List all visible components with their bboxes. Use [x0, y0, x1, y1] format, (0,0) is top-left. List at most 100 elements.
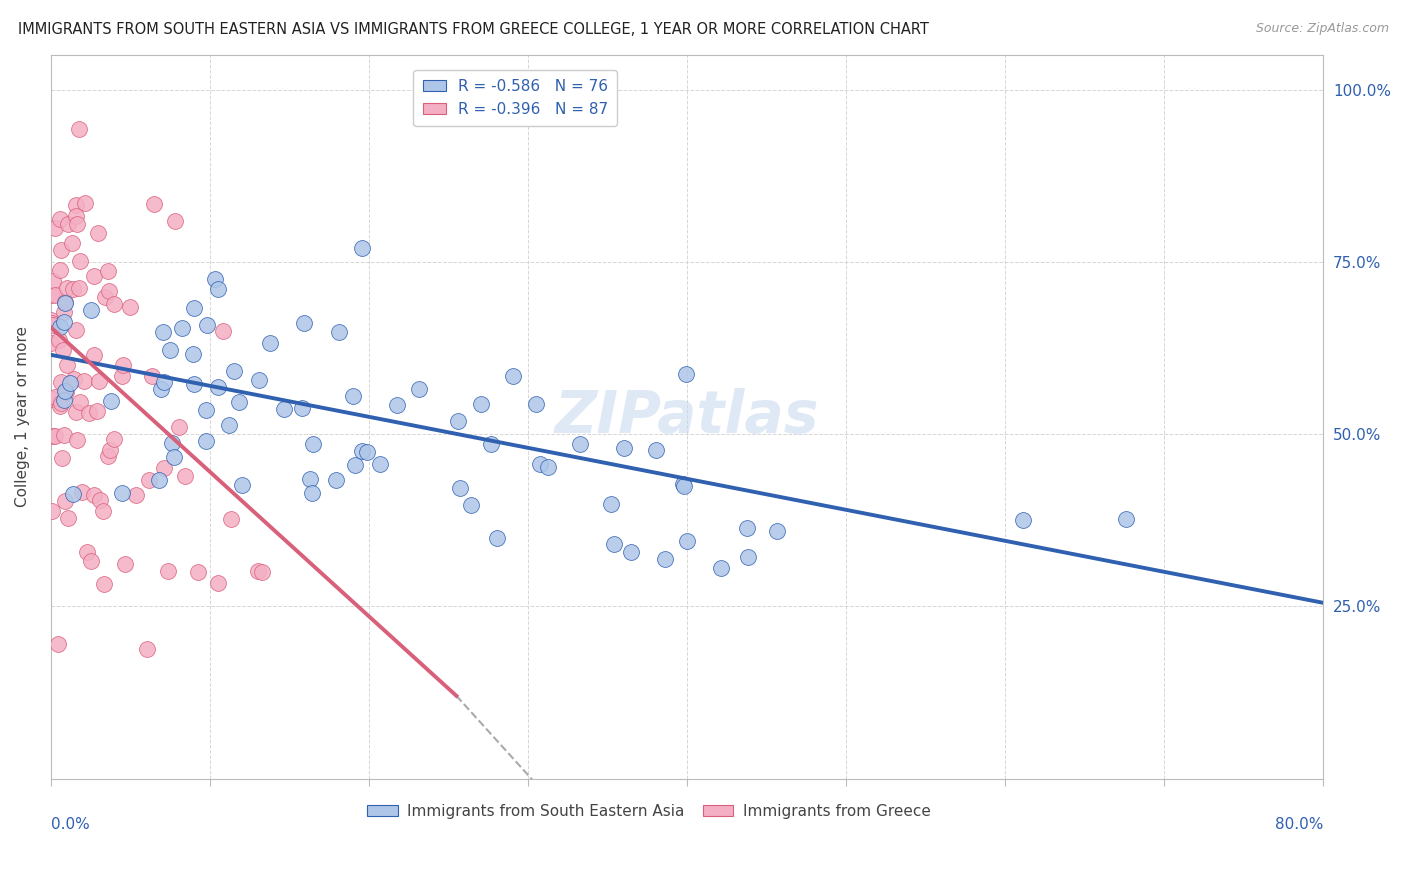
Point	[218, 417, 240, 432]
Point	[194, 434, 217, 448]
Point	[212, 324, 235, 338]
Point	[1011, 513, 1033, 527]
Point	[204, 272, 226, 286]
Point	[42, 392, 65, 407]
Point	[153, 375, 176, 389]
Point	[449, 481, 471, 495]
Point	[156, 564, 179, 578]
Point	[98, 284, 121, 298]
Point	[183, 301, 205, 315]
Point	[645, 442, 668, 457]
Point	[120, 300, 142, 314]
Point	[46, 637, 69, 651]
Point	[111, 486, 134, 500]
Point	[41, 428, 63, 442]
Point	[111, 369, 134, 384]
Point	[408, 382, 430, 396]
Point	[537, 459, 560, 474]
Point	[195, 402, 218, 417]
Point	[49, 396, 72, 410]
Point	[502, 369, 524, 384]
Point	[460, 498, 482, 512]
Point	[51, 243, 73, 257]
Point	[136, 642, 159, 657]
Point	[44, 390, 66, 404]
Text: Source: ZipAtlas.com: Source: ZipAtlas.com	[1256, 22, 1389, 36]
Point	[42, 318, 65, 332]
Point	[97, 264, 120, 278]
Point	[342, 389, 364, 403]
Point	[63, 372, 86, 386]
Point	[39, 312, 62, 326]
Point	[53, 304, 76, 318]
Point	[600, 497, 623, 511]
Y-axis label: College, 1 year or more: College, 1 year or more	[15, 326, 30, 508]
Point	[73, 196, 96, 211]
Point	[48, 333, 70, 347]
Point	[246, 564, 269, 578]
Point	[80, 554, 103, 568]
Point	[152, 461, 174, 475]
Point	[765, 524, 787, 538]
Point	[83, 348, 105, 362]
Point	[65, 210, 87, 224]
Point	[114, 558, 136, 572]
Point	[49, 399, 72, 413]
Point	[76, 545, 98, 559]
Point	[292, 316, 315, 330]
Point	[87, 226, 110, 240]
Legend: Immigrants from South Eastern Asia, Immigrants from Greece: Immigrants from South Eastern Asia, Immi…	[361, 798, 936, 825]
Point	[41, 504, 63, 518]
Point	[470, 397, 492, 411]
Point	[69, 395, 91, 409]
Point	[77, 406, 100, 420]
Point	[67, 280, 90, 294]
Point	[167, 420, 190, 434]
Point	[325, 474, 347, 488]
Point	[62, 487, 84, 501]
Point	[328, 325, 350, 339]
Point	[524, 397, 547, 411]
Point	[344, 458, 367, 472]
Point	[181, 346, 204, 360]
Point	[67, 122, 90, 136]
Point	[224, 364, 246, 378]
Point	[207, 380, 229, 394]
Point	[675, 534, 697, 549]
Point	[89, 374, 111, 388]
Point	[170, 321, 193, 335]
Point	[603, 536, 626, 550]
Point	[619, 545, 641, 559]
Point	[207, 576, 229, 591]
Point	[387, 398, 409, 412]
Point	[53, 294, 76, 309]
Point	[207, 282, 229, 296]
Point	[350, 444, 373, 458]
Point	[301, 486, 323, 500]
Point	[53, 295, 76, 310]
Point	[93, 504, 115, 518]
Point	[62, 283, 84, 297]
Point	[125, 488, 148, 502]
Point	[39, 288, 62, 302]
Point	[710, 561, 733, 575]
Point	[48, 263, 70, 277]
Point	[165, 213, 187, 227]
Point	[654, 552, 676, 566]
Point	[173, 469, 195, 483]
Point	[53, 493, 76, 508]
Point	[83, 268, 105, 283]
Point	[672, 479, 695, 493]
Point	[356, 445, 378, 459]
Point	[219, 512, 242, 526]
Point	[160, 436, 183, 450]
Point	[51, 451, 73, 466]
Point	[56, 281, 79, 295]
Point	[613, 441, 636, 455]
Point	[273, 402, 295, 417]
Point	[368, 457, 391, 471]
Text: ZIPatlas: ZIPatlas	[555, 388, 820, 445]
Point	[447, 414, 470, 428]
Point	[62, 236, 84, 251]
Point	[302, 437, 325, 451]
